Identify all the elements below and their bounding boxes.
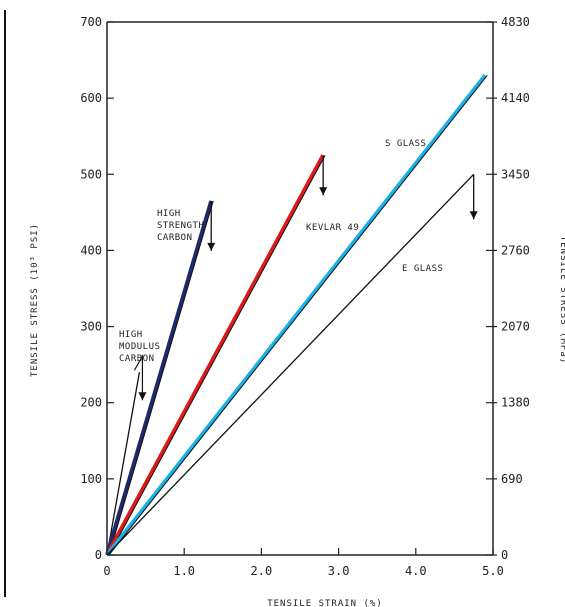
y-right-tick-label: 3450 — [501, 167, 530, 181]
series-line — [106, 372, 141, 556]
series-annotation-label: CARBON — [119, 354, 155, 364]
series-line — [105, 200, 214, 556]
series-annotation-label: HIGH — [157, 209, 181, 219]
y-axis-right-title: TENSILE STRESS (MPa) — [558, 236, 565, 364]
x-tick-label: 5.0 — [482, 564, 504, 578]
series-annotation-label: E GLASS — [402, 264, 443, 274]
series-line — [106, 173, 475, 556]
y-right-tick-label: 4830 — [501, 15, 530, 29]
y-right-tick-label: 2760 — [501, 243, 530, 257]
y-right-tick-label: 2070 — [501, 320, 530, 334]
y-left-tick-label: 600 — [80, 91, 102, 105]
series-outline-line — [108, 155, 326, 556]
failure-arrow-shaft — [133, 353, 144, 401]
y-left-tick-label: 500 — [80, 167, 102, 181]
x-tick-label: 0 — [103, 564, 110, 578]
failure-arrow-head — [319, 187, 328, 196]
x-tick-label: 2.0 — [251, 564, 273, 578]
y-left-tick-label: 0 — [95, 548, 102, 562]
y-left-tick-label: 700 — [80, 15, 102, 29]
x-tick-label: 1.0 — [173, 564, 195, 578]
x-tick-label: 4.0 — [405, 564, 427, 578]
y-right-tick-label: 690 — [501, 472, 523, 486]
y-left-tick-label: 400 — [80, 243, 102, 257]
y-left-tick-label: 200 — [80, 396, 102, 410]
failure-arrow-head — [469, 211, 478, 220]
series-annotation-label: HIGH — [119, 330, 143, 340]
series-annotation-label: CARBON — [157, 233, 193, 243]
series-outline-line — [108, 200, 214, 556]
series-annotation-label: KEVLAR 49 — [306, 223, 359, 233]
series-annotation-label: STRENGTH — [157, 221, 204, 231]
failure-arrow-head — [207, 242, 216, 251]
series-outline-line — [108, 74, 488, 556]
series-annotation-label: S GLASS — [385, 139, 426, 149]
series-annotation-label: MODULUS — [119, 342, 160, 352]
x-axis-title: TENSILE STRAIN (%) — [267, 599, 383, 607]
series-line — [105, 154, 325, 556]
y-right-tick-label: 4140 — [501, 91, 530, 105]
y-left-tick-label: 100 — [80, 472, 102, 486]
x-tick-label: 3.0 — [328, 564, 350, 578]
y-right-tick-label: 1380 — [501, 396, 530, 410]
failure-arrow-head — [138, 392, 147, 401]
y-axis-left-title: TENSILE STRESS (10³ PSI) — [30, 223, 40, 377]
y-left-tick-label: 300 — [80, 320, 102, 334]
y-right-tick-label: 0 — [501, 548, 508, 562]
series-line — [105, 74, 487, 557]
